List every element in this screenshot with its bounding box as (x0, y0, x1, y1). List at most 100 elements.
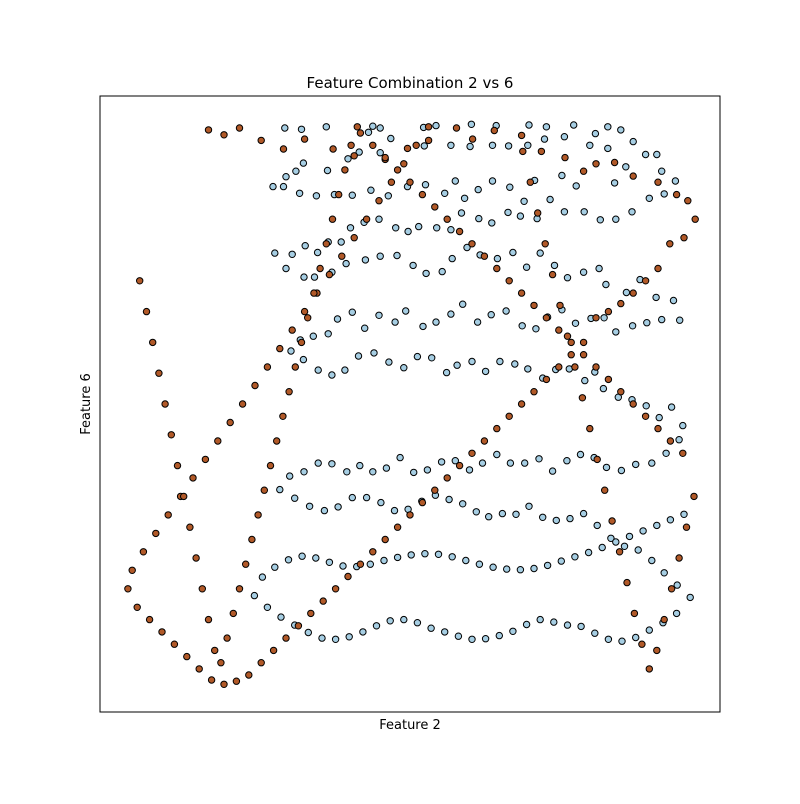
data-point-class-a (489, 563, 497, 571)
x-axis-label: Feature 2 (379, 718, 441, 733)
data-point-class-a (539, 513, 547, 521)
data-point-class-a (451, 457, 459, 465)
data-point-class-b (490, 126, 498, 135)
data-point-class-a (396, 453, 404, 462)
data-point-class-b (310, 289, 318, 297)
data-point-class-a (504, 208, 512, 217)
data-point-class-b (189, 474, 197, 482)
data-point-class-a (509, 627, 517, 635)
data-point-class-b (381, 153, 389, 162)
data-point-class-a (474, 185, 482, 194)
data-point-class-a (295, 189, 304, 198)
data-point-class-a (322, 123, 330, 131)
data-point-class-b (149, 338, 157, 347)
data-point-class-a (376, 149, 384, 157)
data-point-class-b (672, 190, 681, 199)
data-point-class-a (354, 352, 363, 360)
data-point-class-a (680, 510, 688, 518)
data-point-class-a (355, 148, 363, 156)
data-point-class-a (563, 457, 571, 465)
data-point-class-b (369, 141, 377, 150)
data-point-class-b (229, 609, 238, 618)
data-point-class-b (167, 431, 176, 439)
data-point-class-b (316, 264, 324, 273)
data-point-class-a (333, 315, 342, 323)
data-point-class-a (345, 633, 353, 641)
data-point-class-a (598, 543, 606, 552)
data-point-class-b (666, 437, 675, 445)
data-point-class-a (346, 224, 355, 232)
data-point-class-a (628, 208, 636, 216)
data-point-class-b (493, 264, 501, 273)
data-point-class-a (667, 403, 676, 411)
data-point-class-a (282, 264, 290, 273)
data-point-class-a (506, 459, 515, 467)
data-point-class-a (447, 226, 455, 234)
data-point-class-b (266, 461, 275, 470)
data-point-class-b (375, 197, 383, 205)
data-point-class-a (341, 366, 349, 374)
data-point-class-b (443, 215, 451, 223)
data-point-class-a (413, 352, 422, 361)
data-point-class-b (567, 351, 575, 359)
data-point-class-a (441, 628, 449, 636)
data-point-class-a (532, 325, 540, 333)
data-point-class-b (158, 628, 166, 636)
data-point-class-a (478, 459, 487, 467)
data-point-class-a (462, 556, 470, 565)
data-point-class-b (207, 676, 216, 684)
data-point-class-a (591, 129, 600, 138)
data-point-class-b (180, 492, 188, 501)
data-point-class-a (356, 461, 364, 470)
data-point-class-b (248, 535, 256, 544)
data-point-class-a (618, 637, 626, 645)
data-point-class-a (314, 366, 322, 374)
data-point-class-a (524, 365, 532, 373)
data-point-class-a (465, 466, 474, 474)
data-point-class-b (579, 167, 588, 175)
data-point-class-a (488, 177, 497, 185)
data-point-class-a (660, 569, 668, 577)
data-point-class-a (291, 494, 299, 502)
data-point-class-a (496, 357, 504, 366)
data-point-class-a (312, 192, 321, 200)
data-point-class-b (183, 652, 191, 661)
data-point-class-b (690, 492, 698, 501)
data-point-class-a (348, 493, 356, 502)
data-point-class-b (257, 136, 265, 145)
data-point-class-a (318, 634, 326, 642)
data-point-class-b (220, 680, 228, 688)
data-point-class-b (403, 144, 412, 153)
data-point-class-a (653, 150, 661, 159)
data-point-class-a (271, 249, 279, 257)
data-point-class-a (392, 224, 400, 232)
data-point-class-b (455, 461, 464, 470)
data-point-class-b (468, 135, 477, 143)
data-point-class-a (648, 556, 656, 565)
data-point-class-a (305, 502, 314, 510)
data-point-class-a (419, 322, 427, 331)
data-point-class-a (297, 125, 306, 134)
data-point-class-b (654, 178, 662, 186)
data-point-class-a (679, 421, 687, 430)
data-point-class-b (455, 227, 464, 236)
data-point-class-b (653, 646, 661, 655)
data-point-class-a (366, 560, 374, 568)
data-point-class-a (580, 208, 588, 216)
data-point-class-a (516, 212, 525, 220)
data-point-class-a (323, 166, 332, 175)
data-point-class-a (463, 243, 471, 252)
data-point-class-a (258, 573, 267, 581)
data-point-class-a (579, 509, 588, 518)
data-point-class-b (412, 141, 420, 150)
data-point-class-a (466, 142, 474, 151)
data-point-class-a (522, 263, 531, 271)
data-point-class-a (602, 280, 610, 289)
data-point-class-a (563, 621, 572, 629)
data-point-class-a (343, 468, 351, 476)
data-point-class-b (350, 152, 358, 160)
data-point-class-b (526, 178, 534, 186)
data-point-class-b (519, 147, 527, 156)
